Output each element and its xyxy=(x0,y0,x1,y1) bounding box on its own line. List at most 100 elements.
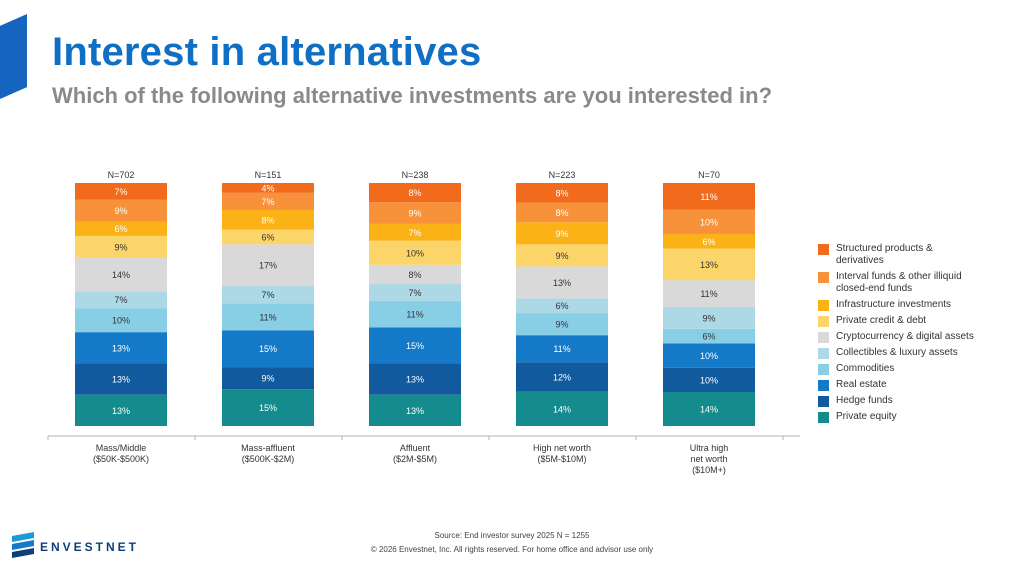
bar-segment xyxy=(75,257,167,292)
bar-segment xyxy=(222,244,314,287)
page-subtitle: Which of the following alternative inves… xyxy=(52,83,773,108)
legend-label: Cryptocurrency & digital assets xyxy=(836,331,974,342)
legend-swatch xyxy=(818,300,829,311)
legend-item: Collectibles & luxury assets xyxy=(818,347,1018,359)
data-label: 11% xyxy=(553,344,570,354)
bar-segment xyxy=(516,335,608,363)
data-label: 10% xyxy=(700,351,718,361)
bar-segment xyxy=(222,192,314,210)
bar-segment xyxy=(516,313,608,336)
data-label: 6% xyxy=(702,332,715,342)
legend-label: Private equity xyxy=(836,411,897,422)
bar-segment xyxy=(369,284,461,301)
data-label: 10% xyxy=(700,217,718,227)
bar-segment xyxy=(75,332,167,364)
bar-segment xyxy=(75,183,167,200)
category-label: Ultra high xyxy=(690,443,729,453)
category-label: net worth xyxy=(690,454,727,464)
bar-segment xyxy=(663,248,755,281)
bar-segment xyxy=(222,286,314,304)
data-label: 8% xyxy=(555,208,568,218)
sample-size-label: N=238 xyxy=(402,170,429,180)
bar-segment xyxy=(516,298,608,314)
data-label: 8% xyxy=(261,215,274,225)
bar-segment xyxy=(75,199,167,222)
data-label: 14% xyxy=(112,270,130,280)
bar-segment xyxy=(222,229,314,245)
stacked-bar-chart: 13% 13% 13% 10% 7% 14% 9% 6% 9% 7% N=702 Mass/Middl… xyxy=(47,170,800,475)
data-label: 13% xyxy=(112,406,130,416)
bar-segment xyxy=(663,234,755,249)
data-label: 9% xyxy=(114,242,127,252)
category-label: ($10M+) xyxy=(692,465,726,475)
data-label: 9% xyxy=(555,320,568,330)
bar-segment xyxy=(663,328,755,344)
bar-segment xyxy=(369,394,461,426)
bar-segment xyxy=(222,367,314,390)
data-label: 7% xyxy=(114,187,127,197)
data-label: 6% xyxy=(555,301,568,311)
bar-segment xyxy=(516,222,608,245)
copyright-note: © 2026 Envestnet, Inc. All rights reserv… xyxy=(370,545,654,554)
bar-segment xyxy=(75,221,167,236)
legend-label: Infrastructure investments xyxy=(836,299,952,310)
legend-item: Structured products & derivatives xyxy=(818,243,1018,267)
bar-segment xyxy=(663,280,755,307)
legend-swatch xyxy=(818,348,829,359)
bar-segment xyxy=(369,327,461,364)
data-label: 7% xyxy=(114,295,127,305)
legend-swatch xyxy=(818,396,829,407)
category-label: ($500K-$2M) xyxy=(242,454,295,464)
bar-segment xyxy=(222,389,314,426)
bar-segment xyxy=(369,240,461,265)
bar-segment xyxy=(516,362,608,392)
bar-segment xyxy=(516,244,608,267)
bar-segment xyxy=(369,264,461,285)
source-note: Source: End investor survey 2025 N = 125… xyxy=(434,531,590,540)
legend-item: Hedge funds xyxy=(818,395,1018,407)
sample-size-label: N=70 xyxy=(698,170,720,180)
bar-segment xyxy=(222,210,314,230)
data-label: 6% xyxy=(702,237,715,247)
data-label: 7% xyxy=(261,290,274,300)
data-label: 9% xyxy=(114,206,127,216)
bar-segment xyxy=(663,343,755,368)
accent-bar xyxy=(0,14,27,99)
bar-segment xyxy=(663,391,755,426)
sample-size-label: N=151 xyxy=(255,170,282,180)
bar-segment xyxy=(663,367,755,392)
bar-segment xyxy=(516,202,608,223)
data-label: 9% xyxy=(702,313,715,323)
data-label: 15% xyxy=(406,341,424,351)
bar-segment xyxy=(75,235,167,258)
data-label: 15% xyxy=(259,344,277,354)
bar-segment xyxy=(369,183,461,203)
category-label: ($50K-$500K) xyxy=(93,454,149,464)
data-label: 9% xyxy=(261,374,274,384)
data-label: 7% xyxy=(408,228,421,238)
legend-label: Structured products & derivatives xyxy=(836,243,933,266)
data-label: 13% xyxy=(112,343,130,353)
bar-segment xyxy=(369,223,461,241)
data-label: 13% xyxy=(406,406,424,416)
legend-label: Real estate xyxy=(836,379,887,390)
bar-segment xyxy=(222,330,314,368)
legend-label: Commodities xyxy=(836,363,895,374)
legend-item: Infrastructure investments xyxy=(818,299,1018,311)
bar-segment xyxy=(663,183,755,210)
legend-swatch xyxy=(818,412,829,423)
data-label: 10% xyxy=(112,316,130,326)
bar-segment xyxy=(75,363,167,395)
data-label: 8% xyxy=(408,270,421,280)
legend-swatch xyxy=(818,332,829,343)
bar-segment xyxy=(516,391,608,426)
category-label: Mass-affluent xyxy=(241,443,295,453)
data-label: 9% xyxy=(408,209,421,219)
legend-item: Private credit & debt xyxy=(818,315,1018,327)
sample-size-label: N=702 xyxy=(108,170,135,180)
data-label: 7% xyxy=(261,197,274,207)
bar-segment xyxy=(369,300,461,328)
legend-swatch xyxy=(818,364,829,375)
category-label: ($5M-$10M) xyxy=(537,454,586,464)
category-label: Mass/Middle xyxy=(96,443,147,453)
